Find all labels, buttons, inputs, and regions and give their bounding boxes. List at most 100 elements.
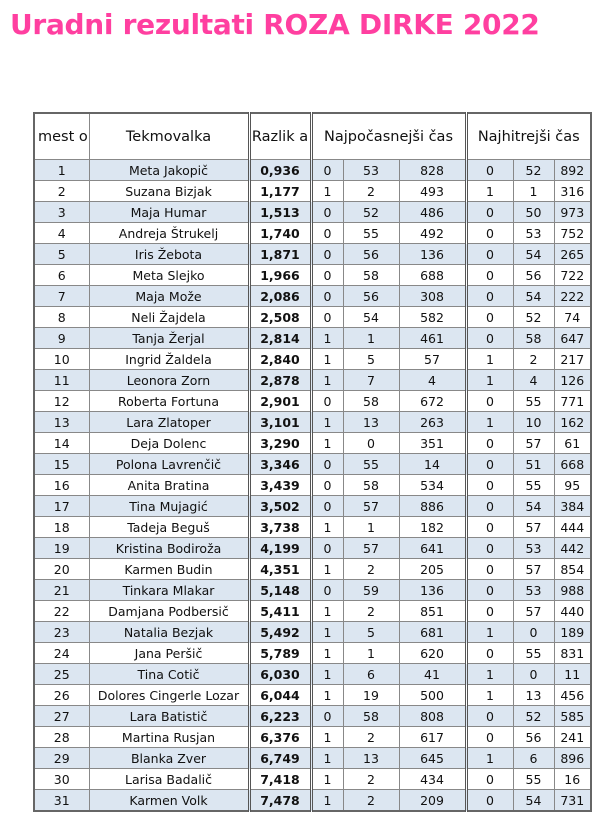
cell-diff: 1,513 <box>247 201 312 223</box>
cell-slow-ms: 136 <box>398 579 467 601</box>
cell-slow-h: 0 <box>309 243 344 265</box>
cell-diff: 7,478 <box>247 789 312 812</box>
cell-diff: 4,351 <box>247 558 312 580</box>
cell-place: 3 <box>33 201 90 223</box>
cell-slow-h: 1 <box>309 621 344 643</box>
cell-fast-m: 54 <box>512 495 555 517</box>
cell-fast-ms: 892 <box>553 159 592 181</box>
cell-fast-ms: 384 <box>553 495 592 517</box>
table-row: 25 Tina Cotič 6,030 1 6 41 1 0 11 <box>33 663 592 685</box>
cell-slow-m: 54 <box>342 306 400 328</box>
cell-fast-ms: 61 <box>553 432 592 454</box>
cell-place: 31 <box>33 789 90 812</box>
cell-diff: 3,346 <box>247 453 312 475</box>
cell-fast-m: 4 <box>512 369 555 391</box>
table-row: 4 Andreja Štrukelj 1,740 0 55 492 0 53 752 <box>33 222 592 244</box>
cell-name: Tina Mujagić <box>88 495 250 517</box>
cell-slow-ms: 500 <box>398 684 467 706</box>
cell-slow-ms: 308 <box>398 285 467 307</box>
table-row: 24 Jana Peršič 5,789 1 1 620 0 55 831 <box>33 642 592 664</box>
cell-place: 11 <box>33 369 90 391</box>
cell-fast-h: 0 <box>464 201 514 223</box>
cell-slow-m: 52 <box>342 201 400 223</box>
table-row: 5 Iris Žebota 1,871 0 56 136 0 54 265 <box>33 243 592 265</box>
table-row: 12 Roberta Fortuna 2,901 0 58 672 0 55 771 <box>33 390 592 412</box>
cell-slow-ms: 136 <box>398 243 467 265</box>
cell-diff: 6,376 <box>247 726 312 748</box>
cell-slow-h: 1 <box>309 642 344 664</box>
cell-slow-m: 5 <box>342 621 400 643</box>
cell-slow-h: 0 <box>309 285 344 307</box>
cell-fast-m: 6 <box>512 747 555 769</box>
cell-slow-m: 13 <box>342 411 400 433</box>
table-row: 6 Meta Slejko 1,966 0 58 688 0 56 722 <box>33 264 592 286</box>
cell-diff: 3,738 <box>247 516 312 538</box>
cell-fast-ms: 217 <box>553 348 592 370</box>
cell-diff: 6,044 <box>247 684 312 706</box>
cell-slow-h: 0 <box>309 264 344 286</box>
cell-slow-h: 0 <box>309 306 344 328</box>
cell-name: Dolores Cingerle Lozar <box>88 684 250 706</box>
cell-fast-ms: 973 <box>553 201 592 223</box>
cell-fast-ms: 241 <box>553 726 592 748</box>
cell-slow-ms: 851 <box>398 600 467 622</box>
cell-fast-m: 57 <box>512 516 555 538</box>
cell-fast-h: 1 <box>464 747 514 769</box>
page-title: Uradni rezultati ROZA DIRKE 2022 <box>10 8 540 41</box>
cell-place: 1 <box>33 159 90 181</box>
cell-fast-m: 2 <box>512 348 555 370</box>
cell-fast-h: 0 <box>464 432 514 454</box>
cell-name: Andreja Štrukelj <box>88 222 250 244</box>
cell-slow-ms: 645 <box>398 747 467 769</box>
cell-place: 5 <box>33 243 90 265</box>
cell-slow-ms: 828 <box>398 159 467 181</box>
cell-fast-ms: 722 <box>553 264 592 286</box>
cell-fast-m: 52 <box>512 705 555 727</box>
cell-fast-h: 0 <box>464 558 514 580</box>
cell-fast-m: 54 <box>512 243 555 265</box>
table-row: 29 Blanka Zver 6,749 1 13 645 1 6 896 <box>33 747 592 769</box>
cell-slow-ms: 681 <box>398 621 467 643</box>
cell-slow-h: 1 <box>309 432 344 454</box>
cell-slow-h: 1 <box>309 663 344 685</box>
cell-fast-ms: 752 <box>553 222 592 244</box>
table-row: 21 Tinkara Mlakar 5,148 0 59 136 0 53 988 <box>33 579 592 601</box>
table-row: 18 Tadeja Beguš 3,738 1 1 182 0 57 444 <box>33 516 592 538</box>
cell-fast-h: 1 <box>464 411 514 433</box>
cell-fast-ms: 16 <box>553 768 592 790</box>
cell-slow-h: 1 <box>309 600 344 622</box>
cell-fast-ms: 126 <box>553 369 592 391</box>
cell-fast-h: 1 <box>464 621 514 643</box>
cell-diff: 2,840 <box>247 348 312 370</box>
cell-name: Ingrid Žaldela <box>88 348 250 370</box>
cell-slow-m: 2 <box>342 600 400 622</box>
cell-slow-h: 1 <box>309 684 344 706</box>
cell-name: Leonora Zorn <box>88 369 250 391</box>
cell-fast-m: 55 <box>512 768 555 790</box>
cell-name: Karmen Volk <box>88 789 250 812</box>
cell-slow-m: 55 <box>342 222 400 244</box>
cell-place: 24 <box>33 642 90 664</box>
cell-fast-h: 0 <box>464 474 514 496</box>
cell-name: Neli Žajdela <box>88 306 250 328</box>
cell-diff: 3,290 <box>247 432 312 454</box>
table-row: 16 Anita Bratina 3,439 0 58 534 0 55 95 <box>33 474 592 496</box>
cell-fast-ms: 265 <box>553 243 592 265</box>
cell-name: Tina Cotič <box>88 663 250 685</box>
cell-slow-m: 7 <box>342 369 400 391</box>
cell-diff: 0,936 <box>247 159 312 181</box>
cell-slow-ms: 493 <box>398 180 467 202</box>
cell-slow-ms: 617 <box>398 726 467 748</box>
cell-fast-h: 0 <box>464 600 514 622</box>
cell-place: 21 <box>33 579 90 601</box>
cell-slow-ms: 492 <box>398 222 467 244</box>
cell-slow-m: 58 <box>342 264 400 286</box>
cell-place: 26 <box>33 684 90 706</box>
cell-fast-m: 57 <box>512 558 555 580</box>
cell-fast-ms: 456 <box>553 684 592 706</box>
table-row: 15 Polona Lavrenčič 3,346 0 55 14 0 51 668 <box>33 453 592 475</box>
table-row: 10 Ingrid Žaldela 2,840 1 5 57 1 2 217 <box>33 348 592 370</box>
cell-place: 2 <box>33 180 90 202</box>
cell-diff: 5,492 <box>247 621 312 643</box>
cell-slow-h: 0 <box>309 474 344 496</box>
